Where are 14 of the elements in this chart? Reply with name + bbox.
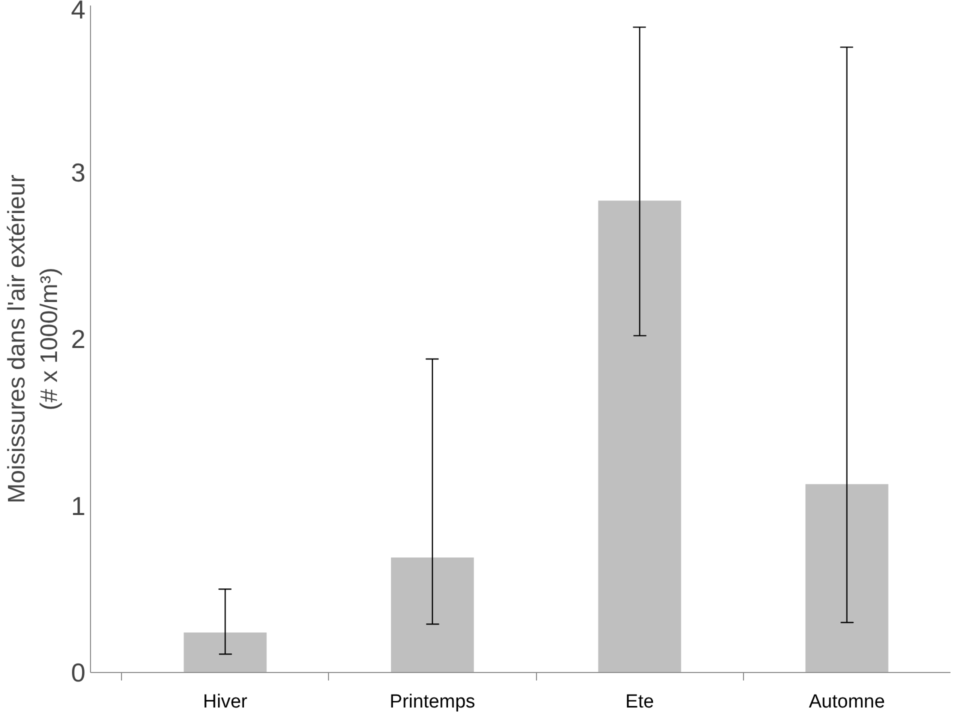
x-tick-label: Ete [625,692,654,712]
x-tick-label: Printemps [390,692,476,712]
y-tick-label: 3 [71,157,86,188]
bar [805,484,888,672]
x-tick-label: Hiver [203,692,248,712]
y-axis-title: Moisissures dans l'air extérieur (# x 1000/m³) [4,174,64,504]
y-tick-label: 2 [71,324,86,354]
y-tick-label: 0 [71,658,86,688]
bar [598,200,682,672]
x-tick-label: Automne [808,692,885,712]
bar [184,632,267,672]
bar [390,557,474,672]
y-tick-label: 1 [71,490,86,521]
y-tick-label: 4 [71,0,86,24]
